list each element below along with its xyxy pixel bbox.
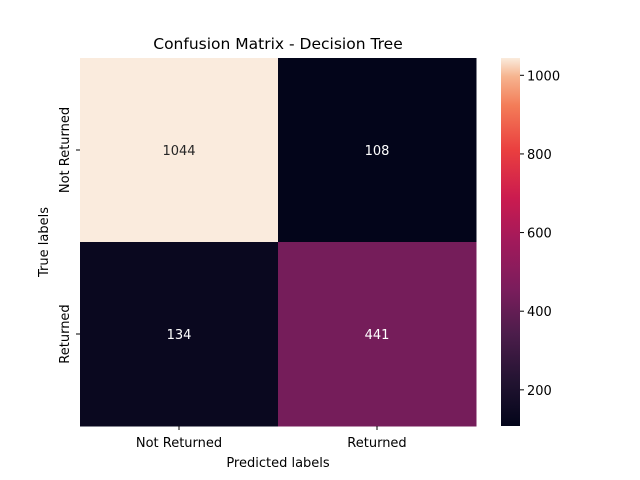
colorbar-tick-label: 800 xyxy=(527,148,552,163)
cell-value-label: 108 xyxy=(365,144,390,159)
cell-value-label: 134 xyxy=(167,328,192,343)
heatmap-cell xyxy=(80,242,279,427)
chart-title: Confusion Matrix - Decision Tree xyxy=(153,35,402,53)
cell-value-label: 1044 xyxy=(162,144,195,159)
heatmap-cell xyxy=(80,58,279,243)
x-axis: Not Returned Returned xyxy=(136,426,407,451)
heatmap-cells: 1044 108 134 441 xyxy=(80,58,477,427)
heatmap-cell xyxy=(278,242,477,427)
colorbar-tick-label: 400 xyxy=(527,305,552,320)
y-axis-label: True labels xyxy=(37,207,52,278)
colorbar-axis: 200 400 600 800 1000 xyxy=(520,69,560,399)
colorbar-tick-label: 1000 xyxy=(527,69,560,84)
y-axis: Not Returned Returned xyxy=(58,107,80,364)
cell-value-label: 441 xyxy=(365,328,390,343)
colorbar-tick-label: 200 xyxy=(527,384,552,399)
y-tick-label: Returned xyxy=(58,304,73,363)
colorbar-tick-label: 600 xyxy=(527,227,552,242)
colorbar xyxy=(501,58,520,426)
y-tick-label: Not Returned xyxy=(58,107,73,193)
x-tick-label: Not Returned xyxy=(136,436,222,451)
heatmap-cell xyxy=(278,58,477,243)
x-tick-label: Returned xyxy=(347,436,406,451)
x-axis-label: Predicted labels xyxy=(226,456,330,471)
